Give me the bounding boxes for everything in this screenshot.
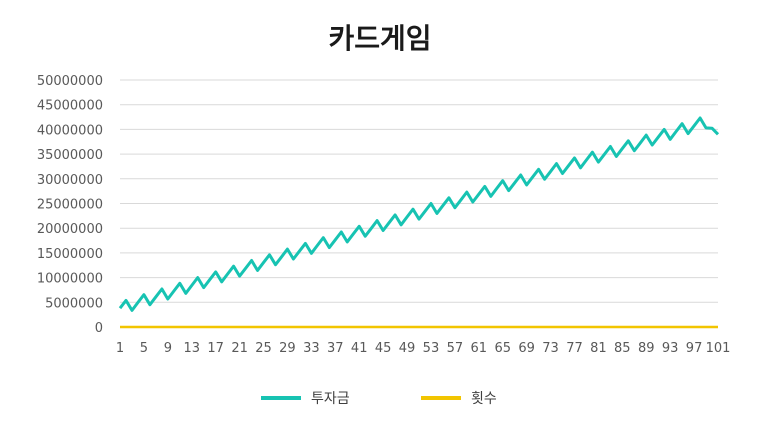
x-tick-label: 37 bbox=[327, 341, 344, 356]
x-tick-label: 77 bbox=[566, 341, 583, 356]
x-tick-label: 9 bbox=[164, 341, 172, 356]
x-tick-label: 85 bbox=[614, 341, 631, 356]
legend-label: 횟수 bbox=[471, 391, 497, 407]
y-tick-label: 45000000 bbox=[37, 99, 103, 114]
legend-item[interactable]: 투자금 bbox=[261, 391, 350, 407]
x-tick-label: 73 bbox=[542, 341, 559, 356]
y-tick-label: 20000000 bbox=[37, 222, 103, 237]
x-tick-label: 33 bbox=[303, 341, 320, 356]
x-tick-label: 61 bbox=[471, 341, 488, 356]
y-tick-label: 5000000 bbox=[45, 296, 103, 311]
y-tick-label: 40000000 bbox=[37, 123, 103, 138]
series-line-investment bbox=[118, 116, 720, 312]
series-lines bbox=[118, 116, 720, 329]
x-tick-label: 17 bbox=[207, 341, 224, 356]
x-tick-label: 1 bbox=[116, 341, 124, 356]
x-tick-label: 101 bbox=[706, 341, 731, 356]
x-tick-label: 45 bbox=[375, 341, 392, 356]
x-tick-label: 81 bbox=[590, 341, 607, 356]
y-tick-label: 0 bbox=[95, 321, 103, 336]
legend[interactable]: 투자금 횟수 bbox=[261, 391, 497, 407]
x-tick-label: 29 bbox=[279, 341, 296, 356]
x-tick-label: 21 bbox=[231, 341, 248, 356]
legend-label: 투자금 bbox=[311, 391, 350, 407]
y-tick-label: 30000000 bbox=[37, 173, 103, 188]
x-tick-label: 5 bbox=[140, 341, 148, 356]
y-tick-label: 50000000 bbox=[37, 74, 103, 89]
x-axis-ticks: 1 5 9 13 17 21 25 29 33 37 41 45 49 53 57 61 65 69 73 77 81 8… bbox=[116, 341, 731, 356]
x-tick-label: 93 bbox=[662, 341, 679, 356]
x-tick-label: 41 bbox=[351, 341, 368, 356]
chart-title: 카드게임 bbox=[328, 22, 431, 55]
y-tick-label: 15000000 bbox=[37, 247, 103, 262]
y-tick-label: 35000000 bbox=[37, 148, 103, 163]
x-tick-label: 57 bbox=[447, 341, 464, 356]
x-tick-label: 97 bbox=[686, 341, 703, 356]
y-tick-label: 25000000 bbox=[37, 198, 103, 213]
x-tick-label: 13 bbox=[183, 341, 200, 356]
x-tick-label: 89 bbox=[638, 341, 655, 356]
x-tick-label: 69 bbox=[518, 341, 535, 356]
y-tick-label: 10000000 bbox=[37, 272, 103, 287]
x-tick-label: 49 bbox=[399, 341, 416, 356]
x-tick-label: 53 bbox=[423, 341, 440, 356]
legend-item[interactable]: 횟수 bbox=[421, 391, 497, 407]
x-tick-label: 65 bbox=[494, 341, 511, 356]
y-axis-ticks: 0 5000000 10000000 15000000 20000000 25000000… bbox=[37, 74, 103, 336]
x-tick-label: 25 bbox=[255, 341, 272, 356]
gridlines bbox=[120, 79, 718, 303]
